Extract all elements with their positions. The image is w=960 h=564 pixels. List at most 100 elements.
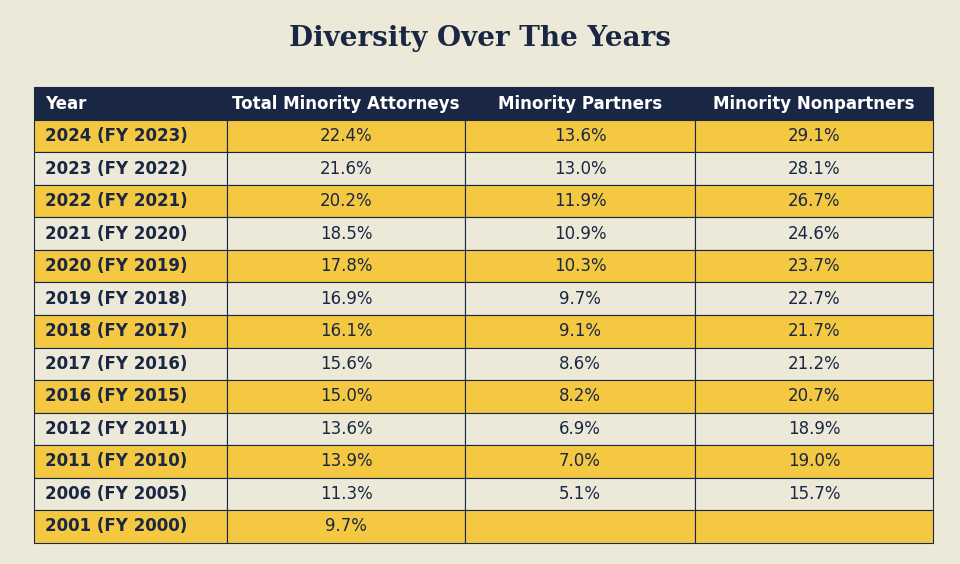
- Bar: [34, 152, 227, 185]
- Text: 2023 (FY 2022): 2023 (FY 2022): [45, 160, 188, 178]
- Bar: [695, 218, 933, 250]
- Text: 21.6%: 21.6%: [320, 160, 372, 178]
- Text: 2018 (FY 2017): 2018 (FY 2017): [45, 322, 187, 340]
- Text: 2020 (FY 2019): 2020 (FY 2019): [45, 257, 187, 275]
- Bar: [34, 380, 227, 412]
- Text: 9.1%: 9.1%: [559, 322, 601, 340]
- Bar: [466, 380, 695, 412]
- Text: 2021 (FY 2020): 2021 (FY 2020): [45, 224, 187, 243]
- Bar: [34, 283, 227, 315]
- Bar: [227, 152, 466, 185]
- Bar: [34, 87, 227, 120]
- Bar: [227, 510, 466, 543]
- Text: 6.9%: 6.9%: [559, 420, 601, 438]
- Text: 11.3%: 11.3%: [320, 485, 372, 503]
- Text: 2011 (FY 2010): 2011 (FY 2010): [45, 452, 187, 470]
- Text: 8.2%: 8.2%: [559, 387, 601, 406]
- Bar: [695, 347, 933, 380]
- Bar: [695, 120, 933, 152]
- Text: Minority Nonpartners: Minority Nonpartners: [713, 95, 915, 113]
- Text: 2012 (FY 2011): 2012 (FY 2011): [45, 420, 187, 438]
- Bar: [466, 120, 695, 152]
- Bar: [466, 412, 695, 445]
- Text: 28.1%: 28.1%: [787, 160, 840, 178]
- Text: 15.0%: 15.0%: [320, 387, 372, 406]
- Bar: [695, 380, 933, 412]
- Text: Total Minority Attorneys: Total Minority Attorneys: [232, 95, 460, 113]
- Bar: [34, 315, 227, 347]
- Bar: [227, 120, 466, 152]
- Bar: [695, 315, 933, 347]
- Bar: [466, 218, 695, 250]
- Bar: [227, 412, 466, 445]
- Bar: [227, 218, 466, 250]
- Bar: [34, 185, 227, 218]
- Bar: [227, 283, 466, 315]
- Bar: [466, 283, 695, 315]
- Bar: [466, 250, 695, 283]
- Text: 20.7%: 20.7%: [788, 387, 840, 406]
- Text: 18.9%: 18.9%: [788, 420, 840, 438]
- Bar: [227, 347, 466, 380]
- Bar: [34, 250, 227, 283]
- Text: 21.7%: 21.7%: [787, 322, 840, 340]
- Bar: [466, 510, 695, 543]
- Text: 10.9%: 10.9%: [554, 224, 607, 243]
- Bar: [227, 87, 466, 120]
- Text: Year: Year: [45, 95, 86, 113]
- Text: 19.0%: 19.0%: [788, 452, 840, 470]
- Bar: [227, 478, 466, 510]
- Text: 22.7%: 22.7%: [787, 290, 840, 308]
- Bar: [34, 478, 227, 510]
- Bar: [695, 283, 933, 315]
- Bar: [466, 152, 695, 185]
- Text: 2022 (FY 2021): 2022 (FY 2021): [45, 192, 188, 210]
- Bar: [34, 347, 227, 380]
- Text: 21.2%: 21.2%: [787, 355, 840, 373]
- Bar: [695, 250, 933, 283]
- Text: 16.9%: 16.9%: [320, 290, 372, 308]
- Text: Minority Partners: Minority Partners: [498, 95, 662, 113]
- Text: 2019 (FY 2018): 2019 (FY 2018): [45, 290, 187, 308]
- Bar: [695, 87, 933, 120]
- Bar: [466, 315, 695, 347]
- Text: 26.7%: 26.7%: [788, 192, 840, 210]
- Text: 20.2%: 20.2%: [320, 192, 372, 210]
- Text: 13.6%: 13.6%: [554, 127, 607, 145]
- Text: 23.7%: 23.7%: [787, 257, 840, 275]
- Text: 11.9%: 11.9%: [554, 192, 607, 210]
- Text: 2006 (FY 2005): 2006 (FY 2005): [45, 485, 187, 503]
- Bar: [34, 412, 227, 445]
- Bar: [466, 87, 695, 120]
- Text: 13.6%: 13.6%: [320, 420, 372, 438]
- Text: 29.1%: 29.1%: [787, 127, 840, 145]
- Text: Diversity Over The Years: Diversity Over The Years: [289, 25, 671, 52]
- Bar: [227, 250, 466, 283]
- Bar: [695, 412, 933, 445]
- Text: 13.0%: 13.0%: [554, 160, 607, 178]
- Text: 10.3%: 10.3%: [554, 257, 607, 275]
- Text: 13.9%: 13.9%: [320, 452, 372, 470]
- Text: 16.1%: 16.1%: [320, 322, 372, 340]
- Text: 9.7%: 9.7%: [559, 290, 601, 308]
- Text: 2024 (FY 2023): 2024 (FY 2023): [45, 127, 188, 145]
- Bar: [695, 478, 933, 510]
- Bar: [466, 185, 695, 218]
- Text: 17.8%: 17.8%: [320, 257, 372, 275]
- Bar: [227, 315, 466, 347]
- Text: 7.0%: 7.0%: [559, 452, 601, 470]
- Text: 18.5%: 18.5%: [320, 224, 372, 243]
- Text: 2001 (FY 2000): 2001 (FY 2000): [45, 517, 187, 535]
- Bar: [695, 152, 933, 185]
- Bar: [34, 510, 227, 543]
- Text: 15.6%: 15.6%: [320, 355, 372, 373]
- Bar: [466, 347, 695, 380]
- Bar: [34, 445, 227, 478]
- Bar: [227, 445, 466, 478]
- Text: 2016 (FY 2015): 2016 (FY 2015): [45, 387, 187, 406]
- Bar: [466, 478, 695, 510]
- Bar: [34, 218, 227, 250]
- Bar: [227, 380, 466, 412]
- Bar: [695, 510, 933, 543]
- Text: 2017 (FY 2016): 2017 (FY 2016): [45, 355, 187, 373]
